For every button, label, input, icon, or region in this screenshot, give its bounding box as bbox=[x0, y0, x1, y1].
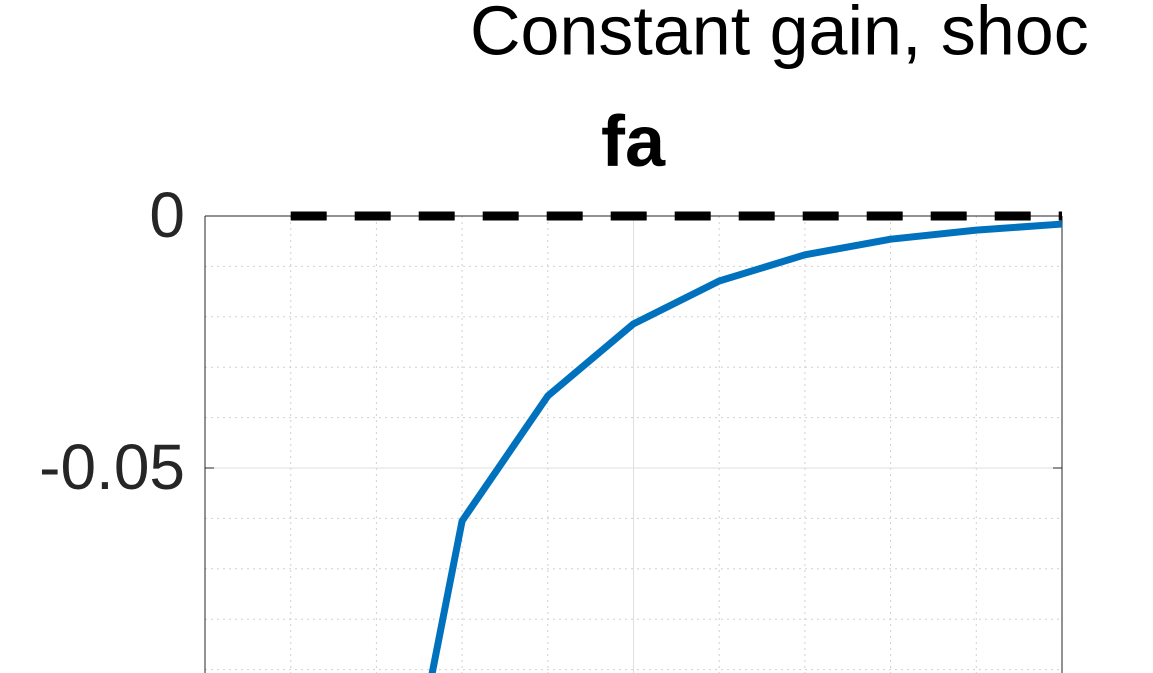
suptitle: Constant gain, shoc bbox=[470, 0, 1089, 69]
chart-title: fa bbox=[601, 102, 666, 182]
y-tick-label: 0 bbox=[149, 179, 185, 251]
y-tick-label: -0.05 bbox=[39, 431, 185, 503]
series-line bbox=[428, 220, 1063, 673]
